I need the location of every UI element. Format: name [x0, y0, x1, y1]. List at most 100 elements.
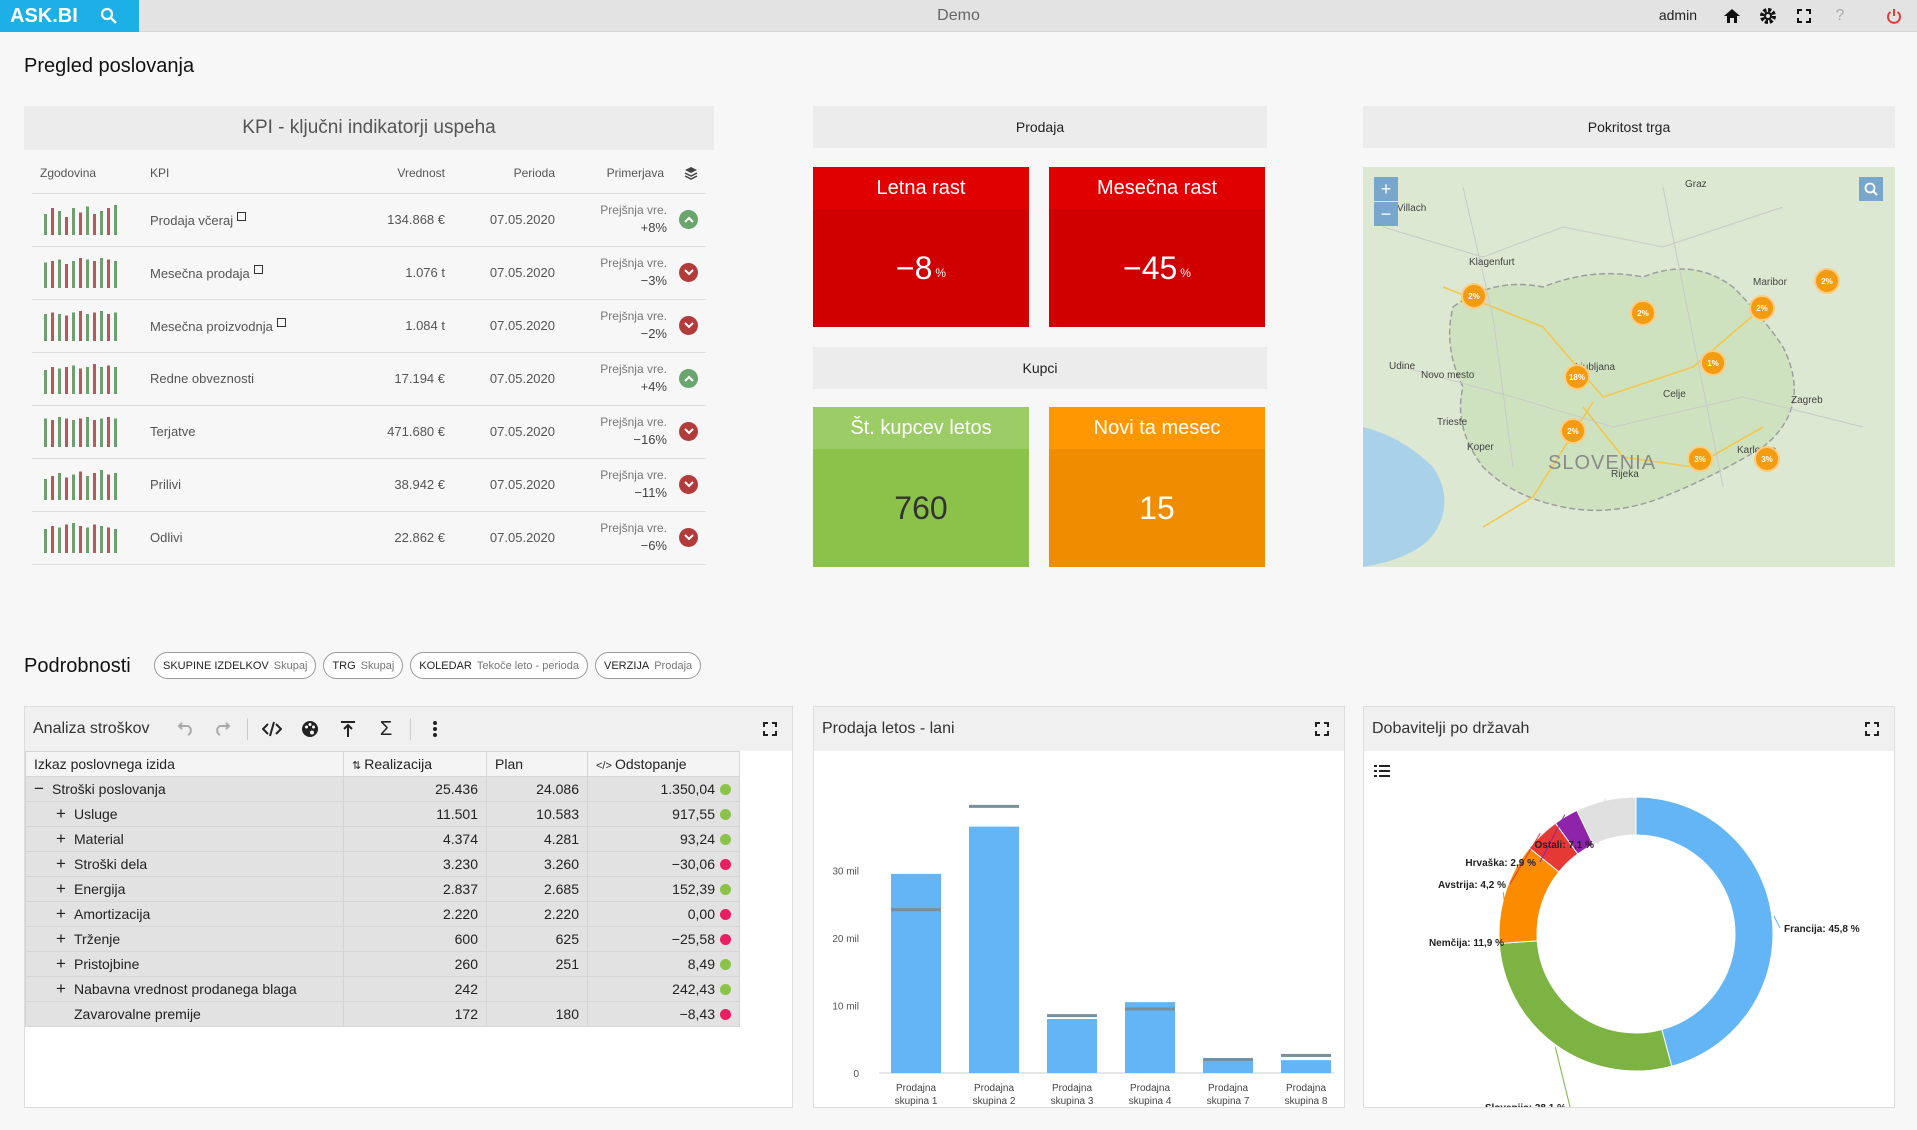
- zoom-in-button[interactable]: +: [1374, 177, 1398, 201]
- bar-current-year[interactable]: [1203, 1060, 1253, 1073]
- layers-icon[interactable]: [684, 166, 698, 180]
- external-link-icon[interactable]: [237, 211, 247, 221]
- bar-current-year[interactable]: [1125, 1002, 1175, 1073]
- help-icon[interactable]: ?: [1835, 7, 1845, 24]
- filter-chip[interactable]: KOLEDAR Tekoče leto - perioda: [410, 652, 588, 679]
- zoom-out-button[interactable]: −: [1374, 202, 1398, 226]
- gear-icon[interactable]: [1758, 6, 1778, 26]
- map-cluster-marker[interactable]: 2%: [1814, 268, 1840, 294]
- table-row[interactable]: − Stroški poslovanja 25.436 24.086 1.350,04: [25, 776, 740, 802]
- pie-slice[interactable]: [1635, 796, 1774, 1067]
- expand-icon[interactable]: [1308, 715, 1336, 743]
- grid-col-diff[interactable]: </> Odstopanje: [587, 751, 740, 777]
- row-label-cell: + Trženje: [25, 926, 344, 952]
- label-leader: [1597, 798, 1606, 845]
- table-row[interactable]: + Amortizacija 2.220 2.220 0,00: [25, 901, 740, 927]
- table-row[interactable]: + Stroški dela 3.230 3.260 −30,06: [25, 851, 740, 877]
- sum-icon[interactable]: Σ: [379, 717, 393, 740]
- table-row[interactable]: + Material 4.374 4.281 93,24: [25, 826, 740, 852]
- expand-row-icon[interactable]: +: [56, 879, 66, 898]
- kpi-name[interactable]: Terjatve: [150, 405, 320, 459]
- spark-bar: [51, 312, 54, 341]
- map-cluster-marker[interactable]: 3%: [1687, 446, 1713, 472]
- annual-growth-tile[interactable]: Letna rast −8%: [813, 167, 1029, 327]
- external-link-icon[interactable]: [276, 317, 286, 327]
- chart-menu-icon[interactable]: [1374, 765, 1390, 777]
- map-cluster-marker[interactable]: 18%: [1564, 364, 1590, 390]
- redo-icon[interactable]: [209, 715, 237, 743]
- kpi-name[interactable]: Mesečna prodaja: [150, 246, 320, 300]
- bar-current-year[interactable]: [969, 826, 1019, 1073]
- grid-col-label[interactable]: Izkaz poslovnega izida: [25, 751, 344, 777]
- user-name[interactable]: admin: [1658, 7, 1697, 23]
- market-map[interactable]: SLOVENIA Graz Maribor Ljubljana Zagreb Rijek…: [1363, 167, 1895, 567]
- map-zoom-search-icon[interactable]: [1859, 177, 1883, 201]
- kpi-name[interactable]: Odlivi: [150, 511, 320, 565]
- bar-previous-year-marker[interactable]: [969, 804, 1019, 808]
- kpi-name[interactable]: Redne obveznosti: [150, 352, 320, 406]
- table-row[interactable]: + Nabavna vrednost prodanega blaga 242 242,…: [25, 976, 740, 1002]
- expand-row-icon[interactable]: +: [56, 854, 66, 873]
- map-cluster-marker[interactable]: 1%: [1700, 350, 1726, 376]
- kpi-row[interactable]: Odlivi 22.862 €07.05.2020 Prejšnja vre. −6%: [32, 511, 706, 565]
- bar-current-year[interactable]: [1047, 1019, 1097, 1073]
- map-cluster-marker[interactable]: 2%: [1560, 418, 1586, 444]
- kpi-row[interactable]: Mesečna proizvodnja 1.084 t 07.05.2020 Prej…: [32, 299, 706, 353]
- table-row[interactable]: + Trženje 600 625 −25,58: [25, 926, 740, 952]
- kpi-row[interactable]: Redne obveznosti 17.194 €07.05.2020 Prejšn…: [32, 352, 706, 406]
- filter-chip[interactable]: SKUPINE IZDELKOV Skupaj: [154, 652, 317, 679]
- table-row[interactable]: + Usluge 11.501 10.583 917,55: [25, 801, 740, 827]
- kpi-row[interactable]: Prilivi 38.942 €07.05.2020 Prejšnja vre. −1…: [32, 458, 706, 512]
- bar-current-year[interactable]: [1281, 1060, 1331, 1073]
- app-logo[interactable]: ASK.BI: [0, 0, 139, 32]
- expand-icon[interactable]: [756, 715, 784, 743]
- align-top-icon[interactable]: [334, 715, 362, 743]
- bar-previous-year-marker[interactable]: [1047, 1014, 1097, 1018]
- grid-col-real[interactable]: ⇅ Realizacija: [343, 751, 487, 777]
- map-cluster-marker[interactable]: 2%: [1461, 283, 1487, 309]
- kpi-row[interactable]: Terjatve 471.680 €07.05.2020 Prejšnja vre.…: [32, 405, 706, 459]
- pie-slice[interactable]: [1498, 940, 1673, 1072]
- bar-previous-year-marker[interactable]: [1203, 1058, 1253, 1061]
- table-row[interactable]: + Energija 2.837 2.685 152,39: [25, 876, 740, 902]
- map-cluster-marker[interactable]: 3%: [1754, 446, 1780, 472]
- home-icon[interactable]: [1722, 6, 1742, 26]
- power-icon[interactable]: [1884, 6, 1904, 26]
- pie-slice[interactable]: [1576, 796, 1637, 846]
- map-canvas: SLOVENIA: [1363, 186, 1864, 567]
- bar-current-year[interactable]: [891, 873, 941, 1073]
- code-icon[interactable]: [258, 715, 286, 743]
- new-customers-tile[interactable]: Novi ta mesec 15: [1049, 407, 1265, 567]
- bar-previous-year-marker[interactable]: [1281, 1053, 1331, 1057]
- more-icon[interactable]: [421, 715, 449, 743]
- map-cluster-marker[interactable]: 2%: [1630, 300, 1656, 326]
- kpi-row[interactable]: Prodaja včeraj 134.868 €07.05.2020 Prejšnj…: [32, 193, 706, 247]
- kpi-row[interactable]: Mesečna prodaja 1.076 t 07.05.2020 Prejšnja…: [32, 246, 706, 300]
- customers-year-tile[interactable]: Št. kupcev letos 760: [813, 407, 1029, 567]
- external-link-icon[interactable]: [253, 264, 263, 274]
- expand-row-icon[interactable]: +: [56, 829, 66, 848]
- undo-icon[interactable]: [171, 715, 199, 743]
- filter-chip[interactable]: TRG Skupaj: [323, 652, 404, 679]
- expand-row-icon[interactable]: +: [56, 954, 66, 973]
- grid-col-plan[interactable]: Plan: [486, 751, 588, 777]
- table-row[interactable]: + Pristojbine 260 251 8,49: [25, 951, 740, 977]
- expand-row-icon[interactable]: +: [56, 979, 66, 998]
- bar-previous-year-marker[interactable]: [891, 908, 941, 912]
- expand-icon[interactable]: [1858, 715, 1886, 743]
- filter-chip[interactable]: VERZIJA Prodaja: [594, 652, 702, 679]
- bar-previous-year-marker[interactable]: [1125, 1007, 1175, 1011]
- expand-row-icon[interactable]: +: [56, 929, 66, 948]
- collapse-icon[interactable]: −: [34, 779, 44, 798]
- monthly-growth-tile[interactable]: Mesečna rast −45%: [1049, 167, 1265, 327]
- kpi-name[interactable]: Prodaja včeraj: [150, 193, 320, 247]
- map-cluster-marker[interactable]: 2%: [1749, 295, 1775, 321]
- search-icon[interactable]: [100, 7, 118, 25]
- palette-icon[interactable]: [296, 715, 324, 743]
- table-row[interactable]: Zavarovalne premije 172 180 −8,43: [25, 1001, 740, 1027]
- fullscreen-icon[interactable]: [1794, 6, 1814, 26]
- kpi-name[interactable]: Mesečna proizvodnja: [150, 299, 320, 353]
- expand-row-icon[interactable]: +: [56, 804, 66, 823]
- kpi-name[interactable]: Prilivi: [150, 458, 320, 512]
- expand-row-icon[interactable]: +: [56, 904, 66, 923]
